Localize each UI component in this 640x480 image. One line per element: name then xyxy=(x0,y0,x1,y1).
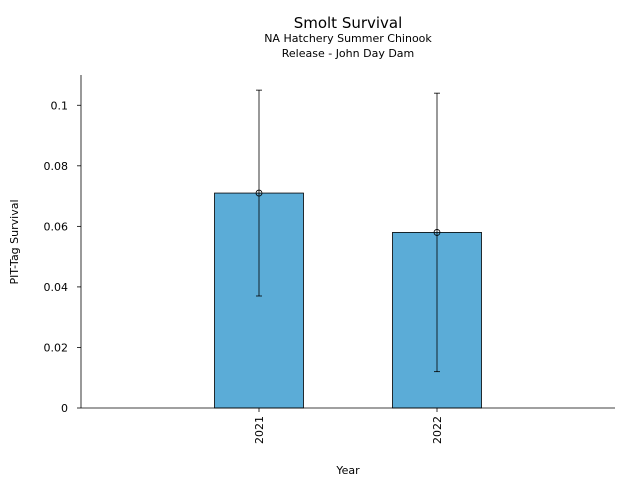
x-tick-label-2022: 2022 xyxy=(431,416,444,444)
plot-area: 2021 2022 0 0.02 0.04 0.06 0.08 0.1 xyxy=(44,75,615,444)
chart-subtitle-line-1: NA Hatchery Summer Chinook xyxy=(264,32,432,45)
chart-subtitle-line-2: Release - John Day Dam xyxy=(282,47,415,60)
y-axis-label: PIT-Tag Survival xyxy=(8,199,21,284)
y-tick-label: 0.04 xyxy=(44,281,69,294)
y-tick-label: 0.1 xyxy=(51,99,69,112)
y-tick-label: 0 xyxy=(61,402,68,415)
chart-title: Smolt Survival xyxy=(294,14,403,32)
point-marker-2021 xyxy=(255,189,263,197)
y-tick-label: 0.06 xyxy=(44,220,69,233)
x-axis-label: Year xyxy=(335,464,360,477)
y-tick-label: 0.02 xyxy=(44,341,69,354)
x-tick-label-2021: 2021 xyxy=(253,416,266,444)
y-tick-label: 0.08 xyxy=(44,160,69,173)
point-marker-2022 xyxy=(433,229,441,236)
